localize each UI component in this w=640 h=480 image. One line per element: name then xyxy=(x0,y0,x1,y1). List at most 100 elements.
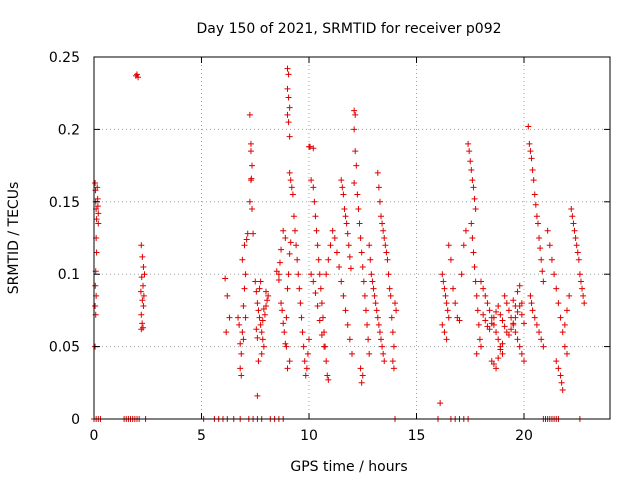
data-point xyxy=(537,245,544,252)
grid-lines xyxy=(94,57,610,419)
data-point xyxy=(284,65,291,72)
data-point xyxy=(286,133,293,140)
data-point xyxy=(285,94,292,101)
data-point xyxy=(303,365,310,372)
data-point xyxy=(527,148,534,155)
plot-frame xyxy=(93,56,611,420)
data-point xyxy=(490,360,497,367)
data-point xyxy=(139,253,146,260)
data-point xyxy=(240,336,247,343)
data-point xyxy=(389,329,396,336)
data-point xyxy=(450,285,457,292)
data-point xyxy=(242,271,249,278)
data-point xyxy=(528,300,535,307)
data-point xyxy=(518,311,525,318)
data-point xyxy=(284,365,291,372)
data-point xyxy=(508,326,515,333)
data-point xyxy=(557,372,564,379)
x-axis-label: GPS time / hours xyxy=(290,459,407,475)
data-point xyxy=(349,350,355,357)
data-point xyxy=(518,300,525,307)
data-point xyxy=(313,227,320,234)
data-point xyxy=(365,336,372,343)
data-point xyxy=(544,227,551,234)
data-point xyxy=(478,278,484,285)
data-point xyxy=(285,71,292,78)
data-point xyxy=(512,329,519,336)
data-point xyxy=(241,242,248,249)
data-point xyxy=(239,329,246,336)
data-point xyxy=(473,350,480,357)
data-point xyxy=(138,311,145,318)
data-point xyxy=(482,317,489,324)
data-point xyxy=(387,292,394,299)
data-point xyxy=(264,297,271,304)
data-point xyxy=(254,392,261,399)
data-point xyxy=(256,314,263,321)
data-point xyxy=(287,177,294,184)
data-point xyxy=(286,358,293,365)
data-point xyxy=(366,350,373,357)
data-point xyxy=(361,292,368,299)
data-point xyxy=(351,179,358,186)
data-point xyxy=(374,314,381,321)
data-point xyxy=(561,343,568,350)
data-point xyxy=(439,321,446,328)
data-point xyxy=(458,271,465,278)
axis-ticks xyxy=(93,56,610,420)
data-point xyxy=(259,336,266,343)
data-point xyxy=(92,282,99,289)
data-point xyxy=(472,278,479,285)
data-point xyxy=(339,184,346,191)
data-point xyxy=(254,334,261,341)
data-point xyxy=(242,314,249,321)
data-point xyxy=(538,256,545,263)
data-point xyxy=(445,242,452,249)
data-point xyxy=(338,278,345,285)
data-point xyxy=(138,326,145,333)
data-point xyxy=(312,213,319,220)
data-point xyxy=(141,271,148,278)
data-point xyxy=(301,358,308,365)
data-point xyxy=(93,249,100,256)
data-point xyxy=(559,387,566,394)
data-point xyxy=(462,227,469,234)
data-point xyxy=(568,206,575,213)
data-point xyxy=(467,158,474,165)
data-point xyxy=(318,332,325,339)
data-point xyxy=(246,111,253,118)
data-point xyxy=(140,263,147,270)
data-point xyxy=(139,297,146,304)
data-point xyxy=(92,303,99,310)
data-point xyxy=(316,317,323,324)
data-point xyxy=(466,148,473,155)
data-point xyxy=(258,329,265,336)
data-point xyxy=(358,379,365,386)
data-point xyxy=(285,271,292,278)
data-point xyxy=(356,220,363,227)
data-point xyxy=(376,198,383,205)
data-point xyxy=(472,206,479,213)
data-point xyxy=(94,184,101,191)
data-point xyxy=(499,317,506,324)
data-point xyxy=(298,314,305,321)
data-point xyxy=(441,329,448,336)
data-point xyxy=(528,155,535,162)
data-point xyxy=(319,314,326,321)
data-point xyxy=(260,305,267,312)
data-point xyxy=(352,148,359,155)
data-point xyxy=(561,321,568,328)
y-tick-label: 0.15 xyxy=(49,195,80,211)
data-point xyxy=(484,300,491,307)
data-point xyxy=(571,227,578,234)
data-point xyxy=(581,300,588,307)
data-point xyxy=(285,119,292,126)
data-point xyxy=(260,343,267,350)
data-point xyxy=(531,191,538,198)
data-point xyxy=(235,314,242,321)
data-point xyxy=(358,249,365,256)
data-point xyxy=(317,285,324,292)
data-point xyxy=(278,246,285,253)
data-point xyxy=(318,300,325,307)
